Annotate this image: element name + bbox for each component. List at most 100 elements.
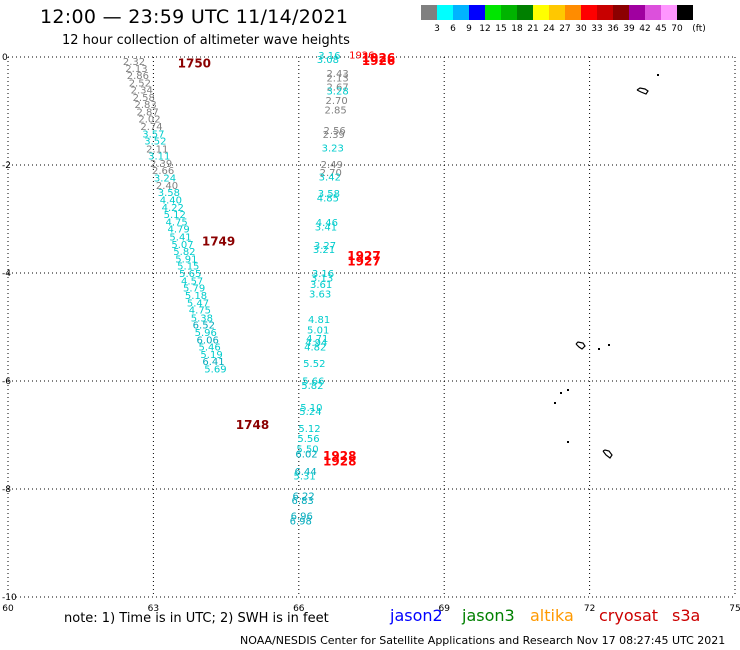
wave-height-value: 5.07: [171, 240, 193, 251]
wave-height-value: 5.66: [302, 376, 324, 387]
island-outline: [636, 87, 649, 95]
color-scale-label: 70: [671, 24, 683, 34]
island-outline: [602, 449, 613, 459]
wave-height-value: 2.83: [135, 100, 157, 111]
wave-height-value: 3.13: [311, 273, 333, 284]
color-swatch: [485, 5, 501, 20]
wave-height-value: 5.82: [301, 381, 323, 392]
x-tick-label: 66: [293, 604, 305, 614]
wave-height-value: 4.46: [316, 218, 338, 229]
pass-time-label: 1927: [347, 255, 380, 269]
y-tick-label: 0: [2, 53, 8, 63]
color-scale-label: 18: [511, 24, 523, 34]
wave-height-value: 5.91: [175, 254, 197, 265]
pass-time-label: 1928: [323, 449, 356, 463]
island-speck: [657, 74, 659, 76]
legend-s3a: s3a: [672, 606, 701, 625]
wave-height-value: 6.83: [292, 496, 314, 507]
island-speck: [554, 402, 556, 404]
wave-height-value: 2.70: [320, 168, 342, 179]
wave-height-value: 3.58: [318, 189, 340, 200]
island-speck: [560, 392, 562, 394]
wave-height-value: 5.56: [297, 434, 319, 445]
x-tick-label: 72: [584, 604, 595, 614]
wave-height-value: 5.52: [303, 359, 325, 370]
wave-height-value: 3.11: [148, 151, 170, 162]
legend-jason2: jason2: [390, 606, 443, 625]
wave-height-value: 5.10: [300, 403, 322, 414]
legend-altika: altika: [530, 606, 574, 625]
color-swatch: [661, 5, 677, 20]
wave-height-value: 2.43: [326, 69, 348, 80]
color-scale-label: 39: [623, 24, 635, 34]
wave-height-value: 4.82: [304, 342, 326, 353]
color-swatch: [421, 5, 437, 20]
color-scale-label: 12: [479, 24, 491, 34]
color-scale-label: 24: [543, 24, 555, 34]
wave-height-value: 3.61: [310, 280, 332, 291]
wave-height-value: 6.41: [202, 357, 224, 368]
wave-height-value: 2.13: [326, 74, 348, 85]
island-speck: [608, 344, 610, 346]
wave-height-value: 3.21: [313, 245, 335, 256]
wave-height-value: 5.31: [293, 472, 315, 483]
color-swatch: [565, 5, 581, 20]
color-swatch: [549, 5, 565, 20]
wave-height-value: 2.32: [123, 57, 145, 68]
island-speck: [598, 348, 600, 350]
wave-height-value: 5.12: [164, 210, 186, 221]
wave-height-value: 5.12: [298, 424, 320, 435]
y-tick-label: -6: [2, 377, 11, 387]
wave-height-value: 6.96: [291, 511, 313, 522]
pass-time-label: 1928: [323, 454, 356, 468]
color-scale-label: 3: [434, 24, 440, 34]
wave-height-value: 3.23: [322, 144, 344, 155]
color-swatch: [581, 5, 597, 20]
color-scale-unit: (ft): [692, 24, 706, 34]
pass-time-label: 1927: [347, 249, 380, 263]
wave-height-value: 5.19: [200, 350, 222, 361]
wave-height-value: 5.41: [169, 232, 191, 243]
wave-height-value: 2.67: [326, 83, 348, 94]
note-text: note: 1) Time is in UTC; 2) SWH is in fe…: [64, 611, 329, 626]
wave-height-value: 3.42: [319, 172, 341, 183]
wave-height-value: 3.27: [314, 241, 336, 252]
wave-height-value: 5.82: [173, 247, 195, 258]
color-scale-label: 42: [639, 24, 651, 34]
pass-time-label: 1926: [362, 51, 395, 65]
color-scale-label: 6: [450, 24, 456, 34]
island-speck: [567, 389, 569, 391]
wave-height-value: 2.40: [156, 181, 178, 192]
color-swatch: [629, 5, 645, 20]
footer-credit: NOAA/NESDIS Center for Satellite Applica…: [240, 634, 726, 647]
wave-height-value: 2.52: [129, 78, 151, 89]
wave-height-value: 4.57: [181, 277, 203, 288]
island-speck: [567, 441, 569, 443]
y-tick-label: -2: [2, 161, 11, 171]
pass-time-label: 1926: [362, 54, 395, 68]
wave-height-value: 5.38: [191, 313, 213, 324]
x-tick-label: 63: [148, 604, 159, 614]
color-swatch: [645, 5, 661, 20]
color-scale-label: 21: [527, 24, 539, 34]
wave-height-value: 4.40: [160, 196, 182, 207]
wave-height-value: 5.79: [183, 284, 205, 295]
wave-height-value: 5.50: [296, 445, 318, 456]
island-outline: [575, 341, 586, 350]
wave-height-value: 3.28: [326, 86, 348, 97]
pass-time-label: 1750: [178, 56, 211, 70]
wave-height-value: 1926: [349, 50, 374, 61]
wave-height-value: 4.75: [189, 306, 211, 317]
color-scale-label: 45: [655, 24, 667, 34]
color-swatch: [453, 5, 469, 20]
y-tick-label: -10: [2, 593, 17, 603]
wave-height-value: 2.39: [150, 159, 172, 170]
wave-height-value: 2.49: [321, 160, 343, 171]
color-swatch: [517, 5, 533, 20]
wave-height-value: 3.08: [317, 55, 339, 66]
wave-height-value: 2.58: [133, 93, 155, 104]
wave-height-value: 2.13: [125, 64, 147, 75]
color-swatch: [469, 5, 485, 20]
wave-height-value: 5.65: [179, 269, 201, 280]
